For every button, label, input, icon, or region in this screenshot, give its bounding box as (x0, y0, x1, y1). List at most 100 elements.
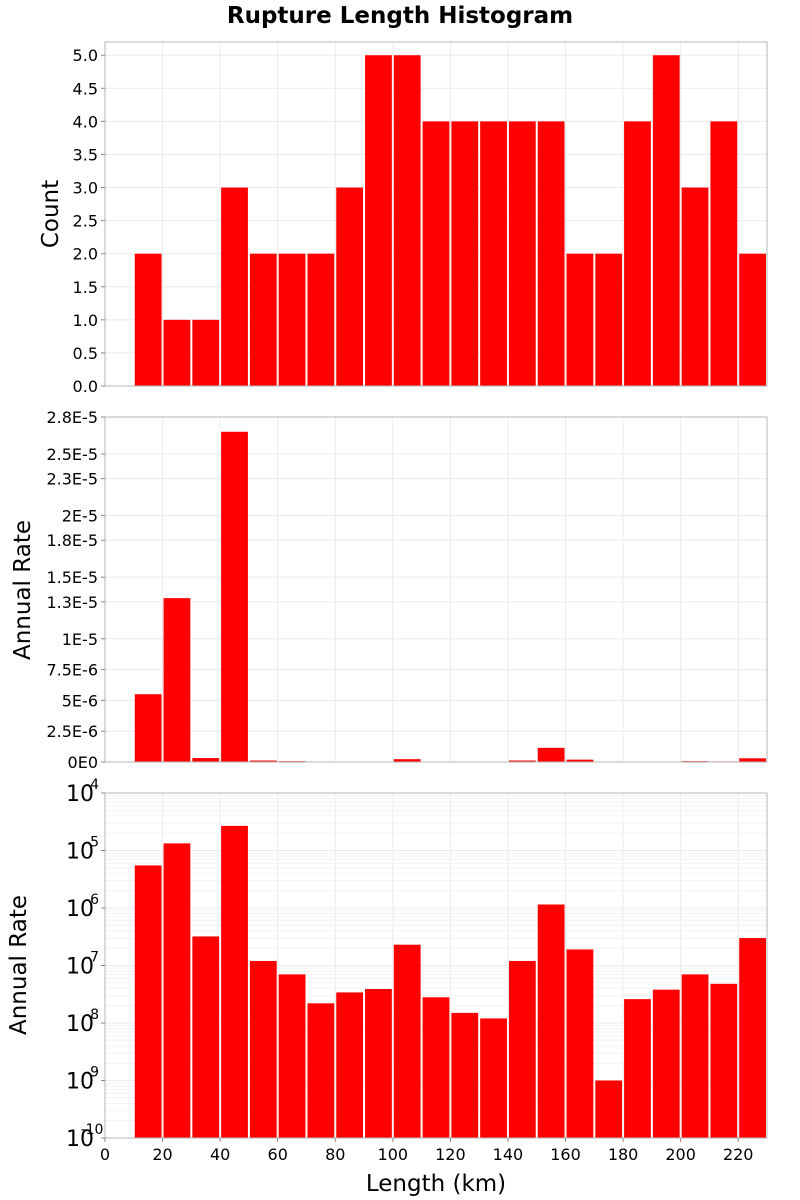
count-bar (192, 319, 220, 386)
rate-linear-y-axis-label: Annual Rate (10, 520, 36, 660)
count-y-tick-label: 4.0 (73, 112, 98, 131)
rate-log-bar (595, 1080, 623, 1138)
count-bar (537, 121, 565, 386)
rate-linear-y-tick-label: 0E0 (68, 753, 98, 772)
count-bar (739, 253, 766, 386)
rate-log-bar (508, 960, 536, 1138)
x-tick-label: 140 (493, 1145, 524, 1164)
count-y-tick-label: 2.0 (73, 245, 98, 264)
count-y-tick-label: 4.5 (73, 79, 98, 98)
count-bar (163, 319, 191, 386)
x-tick-label: 180 (608, 1145, 639, 1164)
rate-linear-y-tick-label: 2.5E-5 (46, 445, 98, 464)
chart-title: Rupture Length Histogram (227, 3, 573, 29)
rate-linear-y-tick-label: 2.8E-5 (46, 408, 98, 427)
count-bar (134, 253, 162, 386)
rate-linear-y-tick-label: 1E-5 (62, 630, 98, 649)
rate-log-bar (221, 825, 248, 1138)
x-tick-label: 40 (210, 1145, 230, 1164)
rate-log-bar (365, 989, 392, 1138)
count-bar (422, 121, 450, 386)
x-axis-label: Length (km) (366, 1171, 506, 1197)
rate-linear-y-tick-label: 5E-6 (62, 691, 98, 710)
count-y-tick-label: 0.0 (73, 377, 98, 396)
rate-log-y-tick-exponent: -6 (85, 892, 99, 908)
count-y-axis-label: Count (38, 180, 64, 248)
x-axis: 0 20 40 60 80 100 120 140 160 180 200 220 (100, 1138, 754, 1164)
rate-log-y-tick-label: 10 (66, 1070, 94, 1095)
count-y-tick-label: 2.5 (73, 212, 98, 231)
rate-linear-bar (566, 759, 594, 762)
count-y-tick-label: 1.5 (73, 278, 98, 297)
rate-log-bar (710, 983, 738, 1138)
rate-log-bar (566, 949, 594, 1138)
rate-log-bar (480, 1018, 507, 1138)
rate-log-y-axis-label: Annual Rate (6, 895, 32, 1035)
rate-log-bar (739, 938, 766, 1138)
rate-log-y-tick-label: 10 (66, 840, 94, 865)
rate-linear-bar (537, 747, 565, 762)
x-tick-label: 60 (268, 1145, 288, 1164)
rate-log-bar (652, 989, 680, 1138)
rate-linear-y-tick-label: 1.8E-5 (46, 531, 98, 550)
rate-log-bar (278, 974, 306, 1138)
rate-linear-frame (104, 416, 768, 763)
count-bar (595, 253, 623, 386)
count-bar (393, 55, 421, 386)
x-tick-label: 220 (723, 1145, 754, 1164)
rate-log-y-tick-label: 10 (66, 1012, 94, 1037)
count-bar (307, 253, 335, 386)
count-y-tick-label: 1.0 (73, 311, 98, 330)
rate-log-y-tick-label: 10 (66, 1127, 94, 1152)
rate-log-y-tick-exponent: -8 (85, 1007, 99, 1023)
rate-log-y-tick-label: 10 (66, 897, 94, 922)
rate-linear-y-tick-label: 1.5E-5 (46, 568, 98, 587)
count-bar (221, 187, 248, 386)
count-bar (710, 121, 738, 386)
rate-log-bar (537, 904, 565, 1138)
rate-linear-bar (134, 694, 162, 762)
rate-linear-y-tick-label: 2.3E-5 (46, 470, 98, 489)
rate-log-y-tick-label: 10 (66, 782, 94, 807)
rate-linear-bar (192, 758, 220, 762)
rate-linear-bar (739, 758, 766, 762)
rate-log-bar (307, 1003, 335, 1138)
rate-log-y-tick-label: 10 (66, 955, 94, 980)
rate-linear-y-tick-label: 7.5E-6 (46, 661, 98, 680)
x-tick-label: 120 (435, 1145, 466, 1164)
x-tick-label: 200 (665, 1145, 696, 1164)
count-bar (624, 121, 651, 386)
rate-log-y-tick-exponent: -5 (85, 835, 99, 851)
rate-log-bar (249, 960, 277, 1138)
rate-log-bar (681, 974, 709, 1138)
rate-log-bar (336, 992, 364, 1138)
rate-log-bar (134, 865, 162, 1138)
count-y-tick-label: 5.0 (73, 46, 98, 65)
rate-log-bar (192, 936, 220, 1138)
rate-linear-bar (249, 760, 277, 762)
linear-rate-panel: 0E0 2.5E-6 5E-6 7.5E-6 1E-5 1.3E-5 1.5E-5 1.8E-… (10, 408, 768, 772)
count-bar (508, 121, 536, 386)
rate-linear-y-tick-label: 2.5E-6 (46, 722, 98, 741)
rate-log-bar (624, 999, 651, 1138)
count-bar (480, 121, 507, 386)
rate-linear-plot-area (105, 417, 767, 762)
rate-log-y-tick-exponent: -4 (85, 777, 99, 793)
count-panel: 0.0 0.5 1.0 1.5 2.0 2.5 3.0 3.5 4.0 4.5 5.0 Count (38, 41, 768, 396)
count-bar (365, 55, 392, 386)
x-tick-label: 0 (100, 1145, 110, 1164)
x-tick-label: 80 (325, 1145, 345, 1164)
count-y-tick-label: 3.0 (73, 179, 98, 198)
rate-log-y-tick-exponent: -9 (85, 1065, 99, 1081)
rate-linear-y-tick-label: 2E-5 (62, 507, 98, 526)
rate-linear-y-tick-label: 1.3E-5 (46, 593, 98, 612)
x-tick-label: 100 (378, 1145, 409, 1164)
rate-linear-bar (163, 598, 191, 762)
x-tick-label: 20 (152, 1145, 172, 1164)
count-bar (336, 187, 364, 386)
rate-log-bar (422, 997, 450, 1138)
count-bar (566, 253, 594, 386)
count-y-tick-label: 0.5 (73, 344, 98, 363)
